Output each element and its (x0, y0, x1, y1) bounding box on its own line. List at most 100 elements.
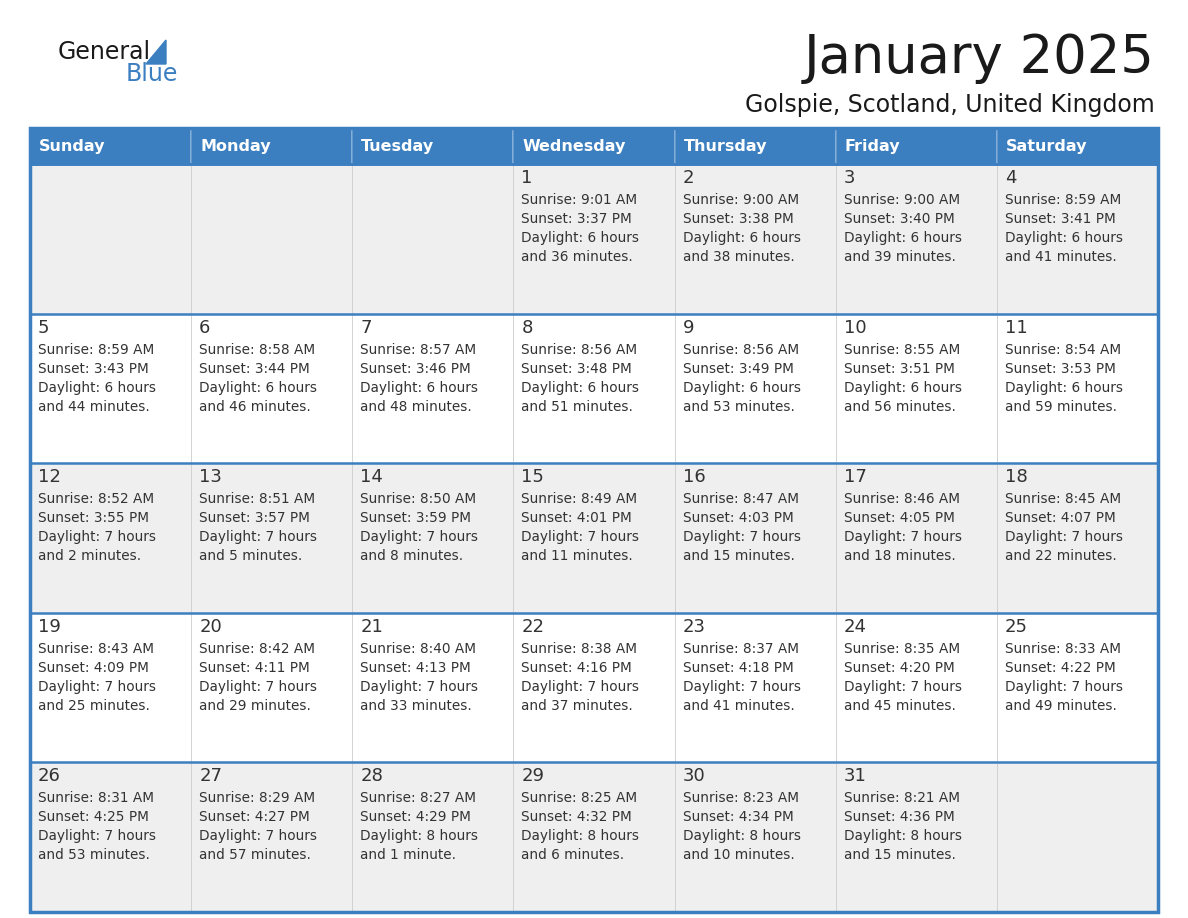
Bar (513, 314, 675, 464)
Text: 10: 10 (843, 319, 866, 337)
Text: and 15 minutes.: and 15 minutes. (683, 549, 795, 564)
Bar (675, 464, 835, 613)
Text: Wednesday: Wednesday (523, 139, 626, 153)
Bar (997, 464, 1158, 613)
Text: Sunset: 3:37 PM: Sunset: 3:37 PM (522, 212, 632, 226)
Text: Monday: Monday (200, 139, 271, 153)
Text: January 2025: January 2025 (804, 32, 1155, 84)
Text: Sunrise: 8:54 AM: Sunrise: 8:54 AM (1005, 342, 1121, 356)
Text: Golspie, Scotland, United Kingdom: Golspie, Scotland, United Kingdom (745, 93, 1155, 117)
Bar (191, 613, 353, 763)
Text: 7: 7 (360, 319, 372, 337)
Text: 15: 15 (522, 468, 544, 487)
Text: and 8 minutes.: and 8 minutes. (360, 549, 463, 564)
Text: Sunset: 3:51 PM: Sunset: 3:51 PM (843, 362, 955, 375)
Text: Sunrise: 9:00 AM: Sunrise: 9:00 AM (843, 193, 960, 207)
Text: Sunset: 4:03 PM: Sunset: 4:03 PM (683, 511, 794, 525)
Text: 25: 25 (1005, 618, 1028, 636)
Text: and 25 minutes.: and 25 minutes. (38, 699, 150, 712)
Text: Sunset: 3:44 PM: Sunset: 3:44 PM (200, 362, 310, 375)
Text: Daylight: 7 hours: Daylight: 7 hours (200, 531, 317, 544)
Text: Sunset: 4:13 PM: Sunset: 4:13 PM (360, 661, 470, 675)
Text: Sunset: 4:18 PM: Sunset: 4:18 PM (683, 661, 794, 675)
Text: and 6 minutes.: and 6 minutes. (522, 848, 625, 862)
Text: Daylight: 8 hours: Daylight: 8 hours (360, 829, 479, 844)
Text: Sunrise: 8:59 AM: Sunrise: 8:59 AM (38, 342, 154, 356)
Text: Daylight: 6 hours: Daylight: 6 hours (843, 381, 962, 395)
Text: Sunrise: 8:58 AM: Sunrise: 8:58 AM (200, 342, 315, 356)
Polygon shape (146, 40, 166, 64)
Text: 30: 30 (683, 767, 706, 786)
Text: Sunrise: 8:46 AM: Sunrise: 8:46 AM (843, 492, 960, 506)
Bar (353, 164, 513, 314)
Text: Sunset: 3:53 PM: Sunset: 3:53 PM (1005, 362, 1116, 375)
Bar (353, 314, 513, 464)
Text: Sunset: 3:38 PM: Sunset: 3:38 PM (683, 212, 794, 226)
Text: Daylight: 7 hours: Daylight: 7 hours (683, 531, 801, 544)
Text: General: General (58, 40, 151, 64)
Text: Sunrise: 8:49 AM: Sunrise: 8:49 AM (522, 492, 638, 506)
Text: 24: 24 (843, 618, 867, 636)
Bar (997, 128, 1158, 164)
Text: Sunset: 4:20 PM: Sunset: 4:20 PM (843, 661, 954, 675)
Text: Sunset: 4:36 PM: Sunset: 4:36 PM (843, 811, 954, 824)
Text: Tuesday: Tuesday (361, 139, 435, 153)
Text: Daylight: 7 hours: Daylight: 7 hours (38, 531, 156, 544)
Text: Sunset: 4:34 PM: Sunset: 4:34 PM (683, 811, 794, 824)
Text: 4: 4 (1005, 169, 1017, 187)
Text: Sunset: 4:11 PM: Sunset: 4:11 PM (200, 661, 310, 675)
Bar (191, 128, 353, 164)
Text: Sunrise: 8:45 AM: Sunrise: 8:45 AM (1005, 492, 1121, 506)
Bar (191, 464, 353, 613)
Text: Daylight: 7 hours: Daylight: 7 hours (38, 680, 156, 694)
Text: 16: 16 (683, 468, 706, 487)
Text: Daylight: 7 hours: Daylight: 7 hours (522, 531, 639, 544)
Bar (835, 314, 997, 464)
Text: Sunset: 4:25 PM: Sunset: 4:25 PM (38, 811, 148, 824)
Text: 18: 18 (1005, 468, 1028, 487)
Text: Daylight: 7 hours: Daylight: 7 hours (360, 680, 479, 694)
Text: Sunrise: 9:00 AM: Sunrise: 9:00 AM (683, 193, 798, 207)
Bar (30, 164, 191, 314)
Text: 19: 19 (38, 618, 61, 636)
Text: Sunrise: 8:40 AM: Sunrise: 8:40 AM (360, 642, 476, 655)
Text: Daylight: 6 hours: Daylight: 6 hours (38, 381, 156, 395)
Text: Sunrise: 8:47 AM: Sunrise: 8:47 AM (683, 492, 798, 506)
Text: Daylight: 7 hours: Daylight: 7 hours (843, 680, 962, 694)
Text: Sunset: 3:59 PM: Sunset: 3:59 PM (360, 511, 472, 525)
Text: and 37 minutes.: and 37 minutes. (522, 699, 633, 712)
Text: Friday: Friday (845, 139, 901, 153)
Text: Daylight: 7 hours: Daylight: 7 hours (1005, 531, 1123, 544)
Text: Sunset: 4:32 PM: Sunset: 4:32 PM (522, 811, 632, 824)
Bar (675, 763, 835, 912)
Text: Daylight: 7 hours: Daylight: 7 hours (843, 531, 962, 544)
Bar (191, 763, 353, 912)
Text: Sunrise: 8:55 AM: Sunrise: 8:55 AM (843, 342, 960, 356)
Text: 26: 26 (38, 767, 61, 786)
Bar (675, 164, 835, 314)
Text: and 41 minutes.: and 41 minutes. (1005, 250, 1117, 264)
Bar (835, 613, 997, 763)
Text: Sunrise: 8:29 AM: Sunrise: 8:29 AM (200, 791, 315, 805)
Text: Daylight: 6 hours: Daylight: 6 hours (683, 381, 801, 395)
Text: Sunrise: 8:57 AM: Sunrise: 8:57 AM (360, 342, 476, 356)
Text: and 2 minutes.: and 2 minutes. (38, 549, 141, 564)
Text: Sunset: 3:43 PM: Sunset: 3:43 PM (38, 362, 148, 375)
Bar (30, 314, 191, 464)
Bar (30, 128, 191, 164)
Bar (675, 128, 835, 164)
Text: Daylight: 6 hours: Daylight: 6 hours (1005, 231, 1123, 245)
Text: 29: 29 (522, 767, 544, 786)
Text: Sunrise: 8:42 AM: Sunrise: 8:42 AM (200, 642, 315, 655)
Bar (353, 128, 513, 164)
Text: 20: 20 (200, 618, 222, 636)
Text: Sunrise: 8:52 AM: Sunrise: 8:52 AM (38, 492, 154, 506)
Text: Sunset: 4:22 PM: Sunset: 4:22 PM (1005, 661, 1116, 675)
Text: Sunset: 3:55 PM: Sunset: 3:55 PM (38, 511, 148, 525)
Text: 5: 5 (38, 319, 50, 337)
Text: Sunrise: 8:50 AM: Sunrise: 8:50 AM (360, 492, 476, 506)
Text: Daylight: 7 hours: Daylight: 7 hours (1005, 680, 1123, 694)
Text: and 29 minutes.: and 29 minutes. (200, 699, 311, 712)
Text: Daylight: 6 hours: Daylight: 6 hours (200, 381, 317, 395)
Text: Sunrise: 8:23 AM: Sunrise: 8:23 AM (683, 791, 798, 805)
